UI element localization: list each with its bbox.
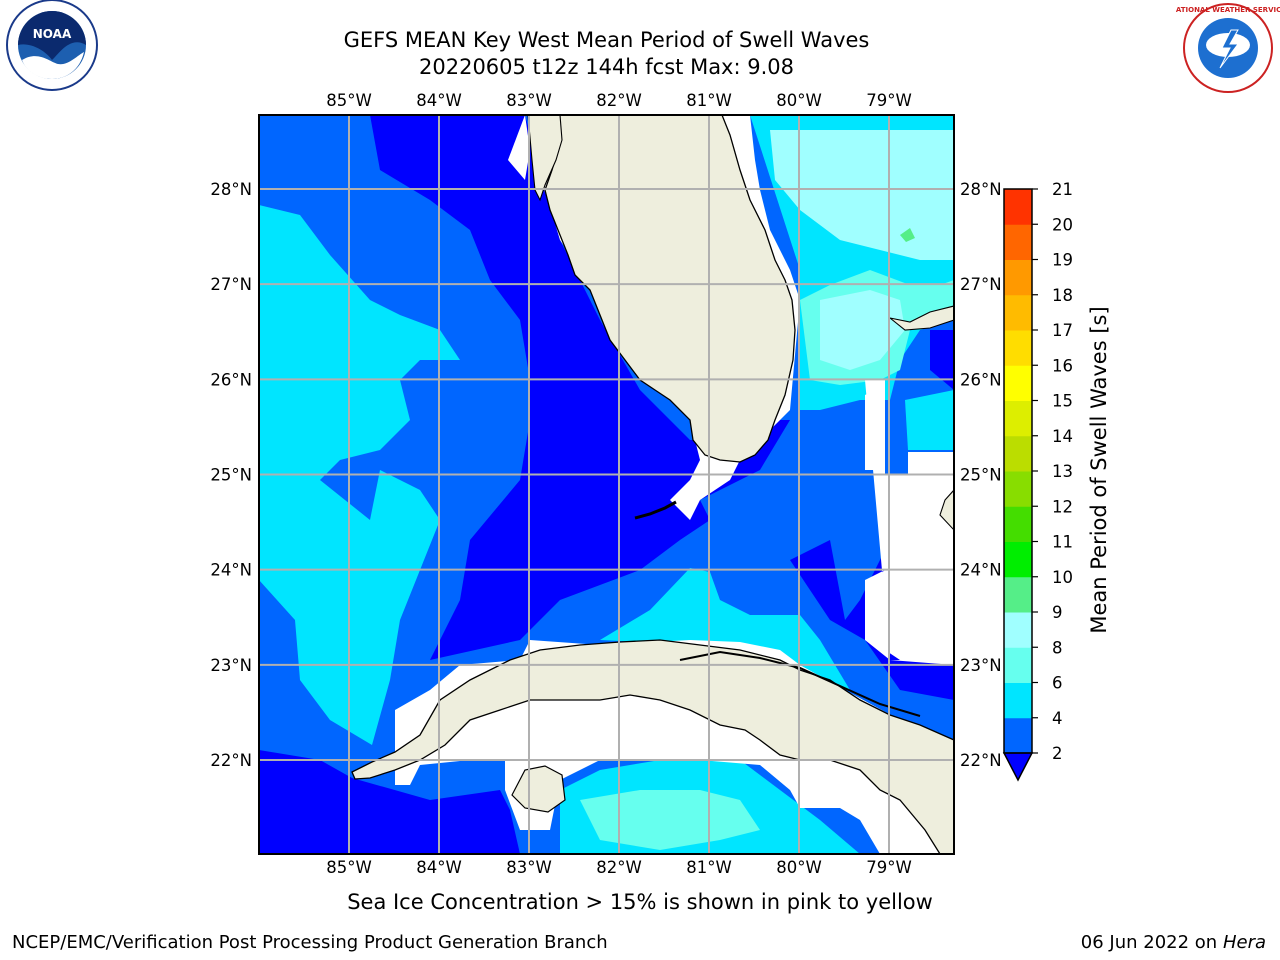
lat-label-right: 28°N — [960, 180, 1002, 199]
noaa-logo: NOAA — [6, 0, 98, 91]
lat-label-left: 25°N — [210, 465, 252, 484]
sea-ice-footnote: Sea Ice Concentration > 15% is shown in … — [0, 890, 1280, 914]
lon-label-bottom: 82°W — [596, 858, 642, 877]
lon-label-bottom: 80°W — [776, 858, 822, 877]
colorbar-segment — [1004, 224, 1032, 260]
colorbar-tick-label: 6 — [1052, 674, 1063, 693]
lat-label-right: 22°N — [960, 751, 1002, 770]
map-title: GEFS MEAN Key West Mean Period of Swell … — [343, 28, 870, 52]
colorbar-tick-label: 16 — [1052, 356, 1073, 375]
swell-band-under-2 — [259, 750, 520, 854]
lat-label-left: 23°N — [210, 656, 252, 675]
lat-label-left: 24°N — [210, 561, 252, 580]
lon-label-top: 82°W — [596, 91, 642, 110]
cuba-land — [351, 639, 954, 854]
lon-label-top: 83°W — [506, 91, 552, 110]
colorbar-tick-label: 12 — [1052, 497, 1073, 516]
nws-logo-text: NATIONAL WEATHER SERVICE — [1176, 6, 1280, 14]
lon-label-bottom: 84°W — [416, 858, 462, 877]
bahamas-andros — [939, 489, 954, 531]
credit-line: NCEP/EMC/Verification Post Processing Pr… — [12, 932, 608, 953]
colorbar-tick-label: 21 — [1052, 180, 1073, 199]
lon-label-bottom: 85°W — [326, 858, 372, 877]
lat-label-right: 26°N — [960, 370, 1002, 389]
colorbar-tick-label: 13 — [1052, 462, 1073, 481]
florida-keys — [634, 500, 677, 520]
lon-label-bottom: 79°W — [866, 858, 912, 877]
lon-label-top: 84°W — [416, 91, 462, 110]
florida-big-bend — [527, 115, 563, 202]
colorbar: 2 4 6 8 9 10 11 12 13 14 15 16 17 18 19 20 21 — [1002, 180, 1073, 782]
colorbar-segment — [1004, 294, 1032, 331]
colorbar-segment — [1004, 682, 1032, 719]
colorbar-segment — [1004, 189, 1032, 225]
date-line: 06 Jun 2022 on Hera — [1081, 932, 1266, 953]
colorbar-segment — [1004, 717, 1032, 754]
colorbar-tick-label: 9 — [1052, 603, 1063, 622]
lon-label-top: 85°W — [326, 91, 372, 110]
no-data-area — [865, 475, 954, 660]
lon-label-top: 79°W — [866, 91, 912, 110]
colorbar-segment — [1004, 471, 1032, 507]
swell-band-4-6 — [905, 390, 954, 450]
swell-band-8-9 — [820, 290, 905, 370]
bahamas-grand — [889, 305, 954, 331]
nws-logo: NATIONAL WEATHER SERVICE — [1176, 3, 1280, 93]
colorbar-segment — [1004, 435, 1032, 472]
colorbar-segment — [1004, 330, 1032, 366]
lat-label-right: 27°N — [960, 275, 1002, 294]
map-gridlines — [259, 115, 954, 854]
colorbar-tick-label: 4 — [1052, 709, 1063, 728]
noaa-logo-text: NOAA — [33, 27, 72, 41]
lat-label-left: 28°N — [210, 180, 252, 199]
lon-label-bottom: 83°W — [506, 858, 552, 877]
sea-ice-footnote-text: Sea Ice Concentration > 15% is shown in … — [347, 890, 933, 914]
colorbar-tick-label: 17 — [1052, 321, 1073, 340]
lon-label-top: 81°W — [686, 91, 732, 110]
colorbar-tick-label: 11 — [1052, 533, 1073, 552]
lat-label-right: 24°N — [960, 561, 1002, 580]
swell-band-4-6 — [259, 205, 460, 745]
colorbar-tick-label: 15 — [1052, 392, 1073, 411]
colorbar-segment — [1004, 365, 1032, 401]
swell-band-under-2 — [370, 115, 790, 660]
lon-label-top: 80°W — [776, 91, 822, 110]
no-data-area — [508, 115, 530, 180]
colorbar-tick-label: 18 — [1052, 286, 1073, 305]
colorbar-segment — [1004, 612, 1032, 648]
no-data-area — [908, 452, 954, 475]
swell-band-9-10 — [900, 228, 915, 242]
no-data-area — [865, 385, 885, 470]
lat-label-left: 27°N — [210, 275, 252, 294]
lat-label-left: 26°N — [210, 370, 252, 389]
date-text: 06 Jun 2022 on — [1080, 932, 1218, 953]
map-subtitle: 20220605 t12z 144h fcst Max: 9.08 — [419, 55, 794, 79]
florida-land — [544, 115, 796, 463]
swell-band-6-8 — [580, 790, 760, 850]
colorbar-tick-label: 8 — [1052, 638, 1063, 657]
colorbar-segment — [1004, 576, 1032, 613]
colorbar-extend-min — [1002, 752, 1034, 782]
lat-label-left: 22°N — [210, 751, 252, 770]
colorbar-segment — [1004, 506, 1032, 542]
colorbar-tick-label: 2 — [1052, 744, 1063, 763]
colorbar-segment — [1004, 647, 1032, 683]
date-host: Hera — [1222, 932, 1266, 953]
lon-label-bottom: 81°W — [686, 858, 732, 877]
colorbar-segment — [1004, 400, 1032, 437]
swell-band-8-9 — [770, 130, 954, 260]
map-frame — [258, 114, 955, 855]
colorbar-label: Mean Period of Swell Waves [s] — [1087, 306, 1111, 634]
colorbar-segment — [1004, 259, 1032, 296]
colorbar-segment — [1004, 541, 1032, 578]
colorbar-tick-label: 14 — [1052, 427, 1073, 446]
lat-label-right: 23°N — [960, 656, 1002, 675]
colorbar-tick-label: 19 — [1052, 251, 1073, 270]
lat-label-right: 25°N — [960, 465, 1002, 484]
swell-band-under-2 — [930, 330, 954, 390]
map-tick-labels: 85°W 85°W 84°W 84°W 83°W 83°W 82°W 82°W 81°W 81°W… — [210, 91, 1001, 877]
colorbar-tick-label: 20 — [1052, 215, 1073, 234]
colorbar-tick-label: 10 — [1052, 568, 1073, 587]
